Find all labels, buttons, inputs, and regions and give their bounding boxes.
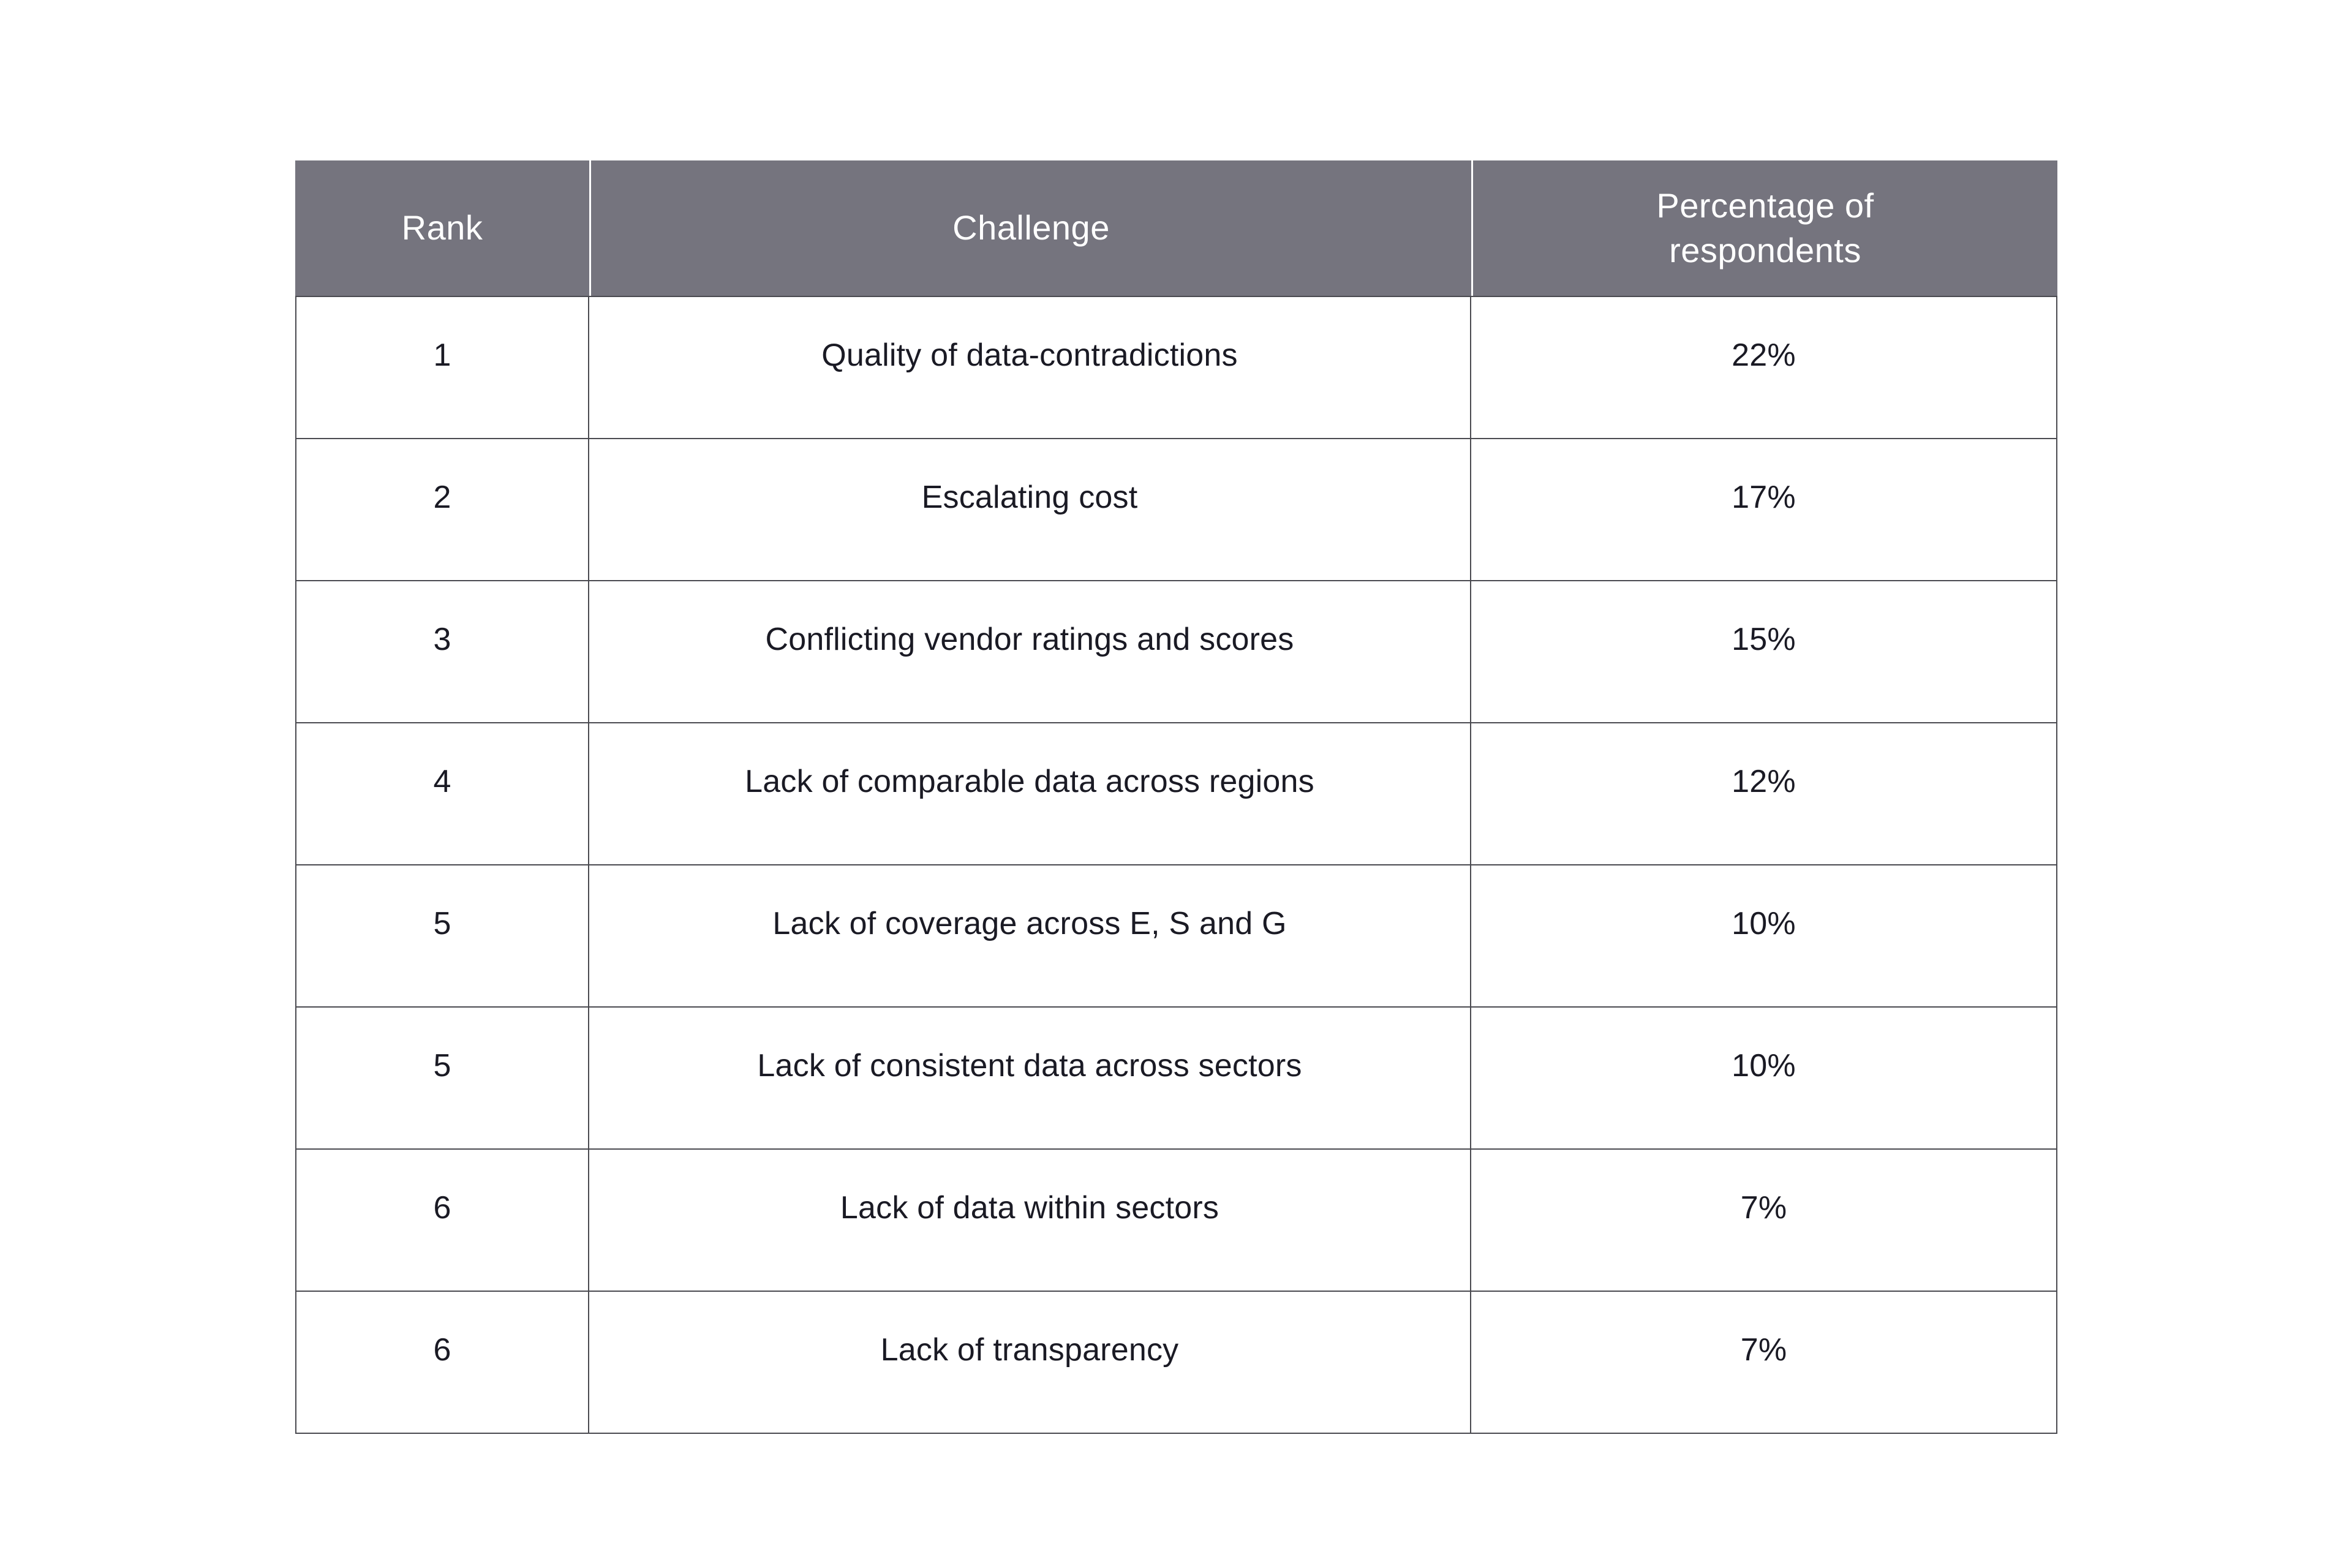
rank-cell: 6 [296, 1292, 589, 1433]
header-label-rank: Rank [401, 208, 483, 247]
header-label-percentage: Percentage of respondents [1656, 186, 1874, 270]
rank-cell: 3 [296, 581, 589, 722]
table-row: 5 Lack of consistent data across sectors 1… [296, 1008, 2057, 1150]
challenge-cell: Escalating cost [589, 439, 1471, 580]
rank-cell: 1 [296, 297, 589, 438]
header-label-challenge: Challenge [952, 208, 1110, 247]
challenge-cell: Lack of data within sectors [589, 1150, 1471, 1291]
challenge-cell: Lack of transparency [589, 1292, 1471, 1433]
header-cell-rank: Rank [295, 160, 589, 296]
percentage-cell: 7% [1471, 1292, 2057, 1433]
percentage-cell: 12% [1471, 723, 2057, 864]
percentage-cell: 10% [1471, 1008, 2057, 1148]
table-row: 5 Lack of coverage across E, S and G 10% [296, 865, 2057, 1008]
percentage-cell: 10% [1471, 865, 2057, 1006]
challenge-cell: Lack of coverage across E, S and G [589, 865, 1471, 1006]
header-cell-challenge: Challenge [589, 160, 1471, 296]
challenges-table: Rank Challenge Percentage of respondents… [295, 160, 2057, 1434]
table-header-row: Rank Challenge Percentage of respondents [295, 160, 2057, 296]
table-row: 4 Lack of comparable data across regions 1… [296, 723, 2057, 865]
challenge-cell: Lack of comparable data across regions [589, 723, 1471, 864]
percentage-cell: 22% [1471, 297, 2057, 438]
percentage-cell: 7% [1471, 1150, 2057, 1291]
table-row: 3 Conflicting vendor ratings and scores 15… [296, 581, 2057, 723]
challenge-cell: Lack of consistent data across sectors [589, 1008, 1471, 1148]
percentage-cell: 17% [1471, 439, 2057, 580]
header-cell-percentage: Percentage of respondents [1471, 160, 2057, 296]
rank-cell: 6 [296, 1150, 589, 1291]
percentage-cell: 15% [1471, 581, 2057, 722]
table-body: 1 Quality of data-contradictions 22% 2 Escal… [295, 296, 2057, 1434]
rank-cell: 5 [296, 1008, 589, 1148]
rank-cell: 5 [296, 865, 589, 1006]
table-row: 2 Escalating cost 17% [296, 439, 2057, 581]
rank-cell: 2 [296, 439, 589, 580]
challenge-cell: Quality of data-contradictions [589, 297, 1471, 438]
table-row: 1 Quality of data-contradictions 22% [296, 297, 2057, 439]
challenge-cell: Conflicting vendor ratings and scores [589, 581, 1471, 722]
table-row: 6 Lack of transparency 7% [296, 1292, 2057, 1434]
rank-cell: 4 [296, 723, 589, 864]
table-row: 6 Lack of data within sectors 7% [296, 1150, 2057, 1292]
